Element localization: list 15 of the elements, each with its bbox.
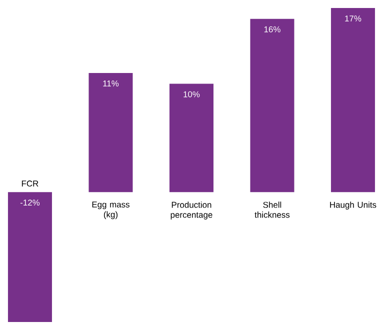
x-tick-label: FCR — [22, 180, 38, 187]
data-label: 16% — [264, 26, 280, 32]
x-tick-label: Shell thickness — [254, 202, 290, 218]
x-tick-label: Haugh Units — [330, 202, 376, 210]
data-label: 10% — [184, 91, 200, 98]
bar — [88, 72, 133, 192]
data-label: 17% — [345, 16, 362, 22]
x-tick-label: Egg mass (kg) — [92, 202, 130, 220]
bar — [330, 8, 375, 192]
x-tick-label: Production percentage — [170, 202, 212, 220]
data-label: -12% — [20, 200, 40, 206]
data-label: 11% — [103, 80, 119, 86]
bar — [169, 84, 214, 192]
bar — [250, 18, 294, 192]
bar — [8, 192, 52, 322]
